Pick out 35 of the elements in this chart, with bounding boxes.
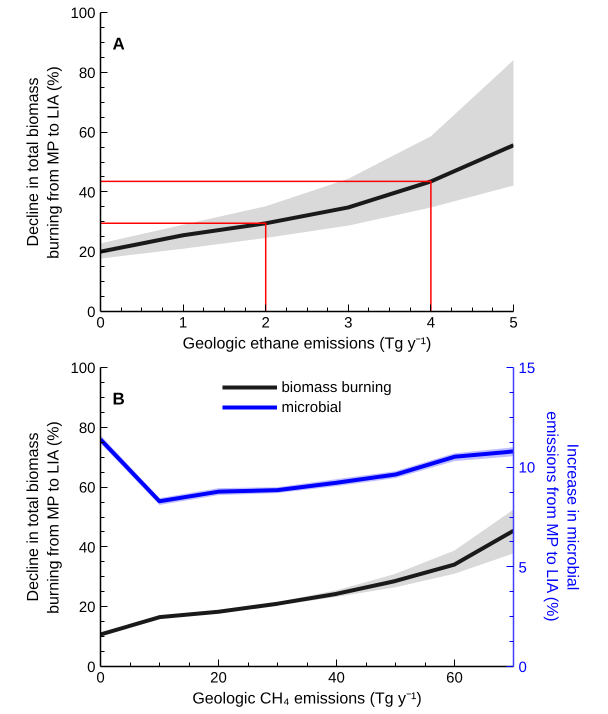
y-tick-label: 100 bbox=[70, 5, 96, 22]
y-tick-label: 0 bbox=[87, 659, 96, 676]
legend-label: microbial bbox=[281, 398, 342, 416]
y2-tick-label: 15 bbox=[518, 360, 536, 377]
x-tick-label: 20 bbox=[210, 670, 227, 686]
line-series bbox=[100, 143, 514, 254]
y-tick-label: 60 bbox=[78, 124, 96, 142]
x-tick-label: 4 bbox=[426, 314, 436, 332]
y-tick-label: 40 bbox=[78, 539, 96, 556]
y-tick-label: 100 bbox=[70, 360, 96, 377]
annotation: A bbox=[112, 34, 125, 54]
x-tick-label: 60 bbox=[446, 670, 463, 686]
y-tick-label: 20 bbox=[78, 599, 96, 616]
x-tick-label: 3 bbox=[344, 314, 352, 332]
annotation: B bbox=[112, 390, 125, 408]
legend-label: biomass burning bbox=[281, 378, 392, 396]
x-axis-title: Geologic ethane emissions (Tg y⁻¹) bbox=[182, 336, 432, 352]
y2-tick-label: 5 bbox=[518, 559, 527, 576]
y-tick-label: 60 bbox=[78, 480, 96, 497]
y-axis-title: Decline in total biomass burning from MP to LIA (%) bbox=[25, 421, 62, 614]
y2-tick-label: 10 bbox=[518, 460, 536, 477]
x-axis-title: Geologic CH₄ emissions (Tg y⁻¹) bbox=[192, 690, 422, 708]
x-tick-label: 40 bbox=[328, 670, 345, 686]
line-series bbox=[100, 528, 514, 637]
y-tick-label: 20 bbox=[78, 244, 96, 262]
y2-tick-label: 0 bbox=[518, 659, 527, 676]
y-axis-title: Decline in total biomass burning from MP to LIA (%) bbox=[25, 66, 62, 259]
x-tick-label: 5 bbox=[509, 314, 518, 332]
y-tick-label: 80 bbox=[78, 420, 96, 437]
y-tick-label: 80 bbox=[78, 64, 96, 82]
y-tick-label: 0 bbox=[87, 304, 96, 321]
x-tick-label: 2 bbox=[262, 314, 270, 332]
y-tick-label: 40 bbox=[78, 184, 96, 202]
x-tick-label: 1 bbox=[178, 314, 188, 332]
y2-axis-title: Increase in microbial emissions from MP to LIA (%) bbox=[543, 411, 581, 622]
